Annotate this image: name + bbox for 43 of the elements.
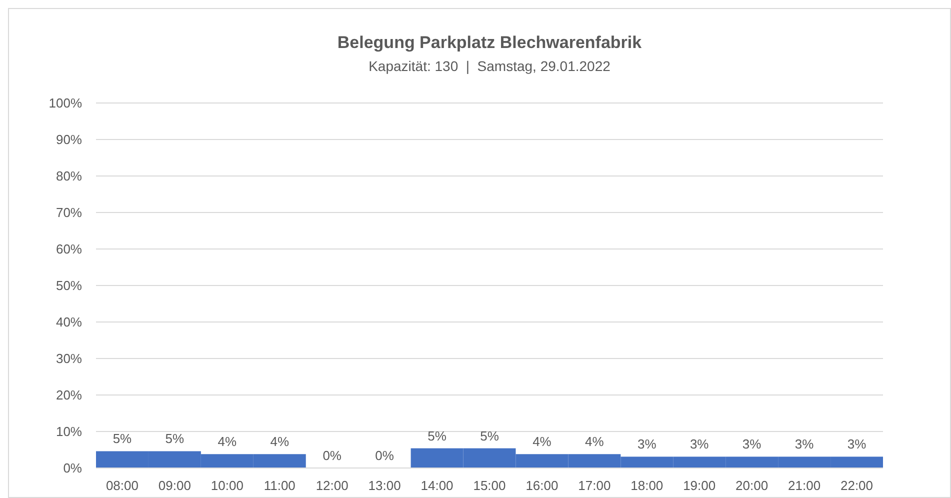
x-tick-label: 13:00 xyxy=(368,478,401,493)
x-tick-label: 19:00 xyxy=(683,478,716,493)
y-tick-label: 60% xyxy=(56,242,82,257)
x-tick-label: 14:00 xyxy=(420,478,454,493)
x-tick-label: 20:00 xyxy=(736,478,768,493)
x-tick-label: 11:00 xyxy=(264,478,296,493)
y-tick-label: 0% xyxy=(63,460,82,476)
y-tick-label: 80% xyxy=(56,168,82,184)
y-tick-label: 50% xyxy=(56,278,82,294)
data-label: 5% xyxy=(480,428,500,444)
data-label: 4% xyxy=(270,434,290,450)
data-label: 3% xyxy=(794,436,814,452)
y-tick-label: 100% xyxy=(48,96,82,111)
data-label: 5% xyxy=(112,431,132,446)
data-label: 4% xyxy=(218,434,237,450)
data-label: 3% xyxy=(847,436,867,452)
data-label: 3% xyxy=(742,436,762,452)
x-tick-label: 10:00 xyxy=(210,478,244,493)
y-tick-label: 20% xyxy=(56,388,82,403)
data-label: 0% xyxy=(322,448,342,463)
y-tick-label: 30% xyxy=(56,351,82,366)
data-label: 0% xyxy=(375,448,394,463)
y-tick-label: 40% xyxy=(56,314,82,330)
x-tick-label: 21:00 xyxy=(788,478,821,493)
x-tick-label: 15:00 xyxy=(473,478,506,493)
data-label: 3% xyxy=(638,436,657,452)
x-tick-label: 17:00 xyxy=(578,478,611,493)
chart-subtitle: Kapazität: 130 | Samstag, 29.01.2022 xyxy=(368,58,611,74)
x-tick-label: 12:00 xyxy=(316,478,348,493)
data-label: 4% xyxy=(532,434,552,450)
x-tick-label: 08:00 xyxy=(106,478,139,493)
data-label: 4% xyxy=(585,434,604,450)
x-tick-label: 22:00 xyxy=(840,478,874,493)
x-tick-label: 16:00 xyxy=(526,478,558,493)
y-tick-label: 10% xyxy=(56,424,82,440)
data-label: 5% xyxy=(428,428,447,444)
y-tick-label: 70% xyxy=(56,205,82,220)
data-label: 5% xyxy=(165,431,185,446)
x-tick-label: 09:00 xyxy=(158,478,191,493)
chart-title: Belegung Parkplatz Blechwarenfabrik xyxy=(337,33,642,52)
y-tick-label: 90% xyxy=(56,132,82,148)
x-tick-label: 18:00 xyxy=(630,478,664,493)
data-label: 3% xyxy=(690,436,710,452)
